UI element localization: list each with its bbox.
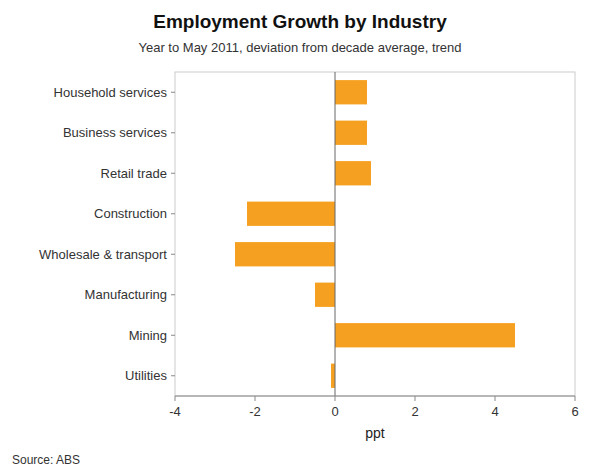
bar <box>315 283 335 307</box>
chart-container: Employment Growth by Industry Year to May… <box>0 0 600 474</box>
x-tick-label: 6 <box>571 404 578 419</box>
y-tick <box>171 294 175 295</box>
y-tick-label: Business services <box>63 125 168 140</box>
x-tick <box>575 396 576 401</box>
y-tick <box>171 213 175 214</box>
x-tick <box>255 396 256 401</box>
bar <box>247 202 335 226</box>
y-tick-label: Manufacturing <box>85 287 167 302</box>
y-tick-label: Utilities <box>125 368 167 383</box>
plot-frame <box>175 72 575 396</box>
x-axis-label: ppt <box>365 425 385 441</box>
y-tick <box>171 92 175 93</box>
bar <box>335 80 367 104</box>
x-tick <box>415 396 416 401</box>
bars <box>235 80 515 388</box>
x-tick <box>175 396 176 401</box>
bar <box>335 121 367 145</box>
bar <box>335 161 371 185</box>
bar <box>335 323 515 347</box>
y-tick-label: Household services <box>54 85 168 100</box>
y-tick-label: Mining <box>129 328 167 343</box>
y-tick <box>171 335 175 336</box>
chart-svg: Employment Growth by Industry Year to May… <box>0 0 600 474</box>
y-tick <box>171 375 175 376</box>
x-tick-label: 0 <box>331 404 338 419</box>
y-axis: Household services Business services Retai… <box>39 85 175 384</box>
x-tick-label: -2 <box>249 404 261 419</box>
bar <box>331 364 335 388</box>
y-tick <box>171 254 175 255</box>
bar <box>235 242 335 266</box>
x-axis: -4 -2 0 2 4 6 <box>169 396 578 419</box>
y-tick-label: Construction <box>94 206 167 221</box>
x-tick <box>335 396 336 401</box>
y-tick <box>171 173 175 174</box>
x-tick-label: -4 <box>169 404 181 419</box>
baseline <box>335 72 336 396</box>
y-tick-label: Wholesale & transport <box>39 247 167 262</box>
subtitle: Year to May 2011, deviation from decade … <box>138 40 461 55</box>
x-tick-label: 2 <box>411 404 418 419</box>
x-axis-line <box>175 396 575 397</box>
x-tick <box>495 396 496 401</box>
y-tick <box>171 132 175 133</box>
x-tick-label: 4 <box>491 404 498 419</box>
y-tick-label: Retail trade <box>101 166 167 181</box>
title: Employment Growth by Industry <box>153 11 447 32</box>
source-note: Source: ABS <box>12 453 80 467</box>
